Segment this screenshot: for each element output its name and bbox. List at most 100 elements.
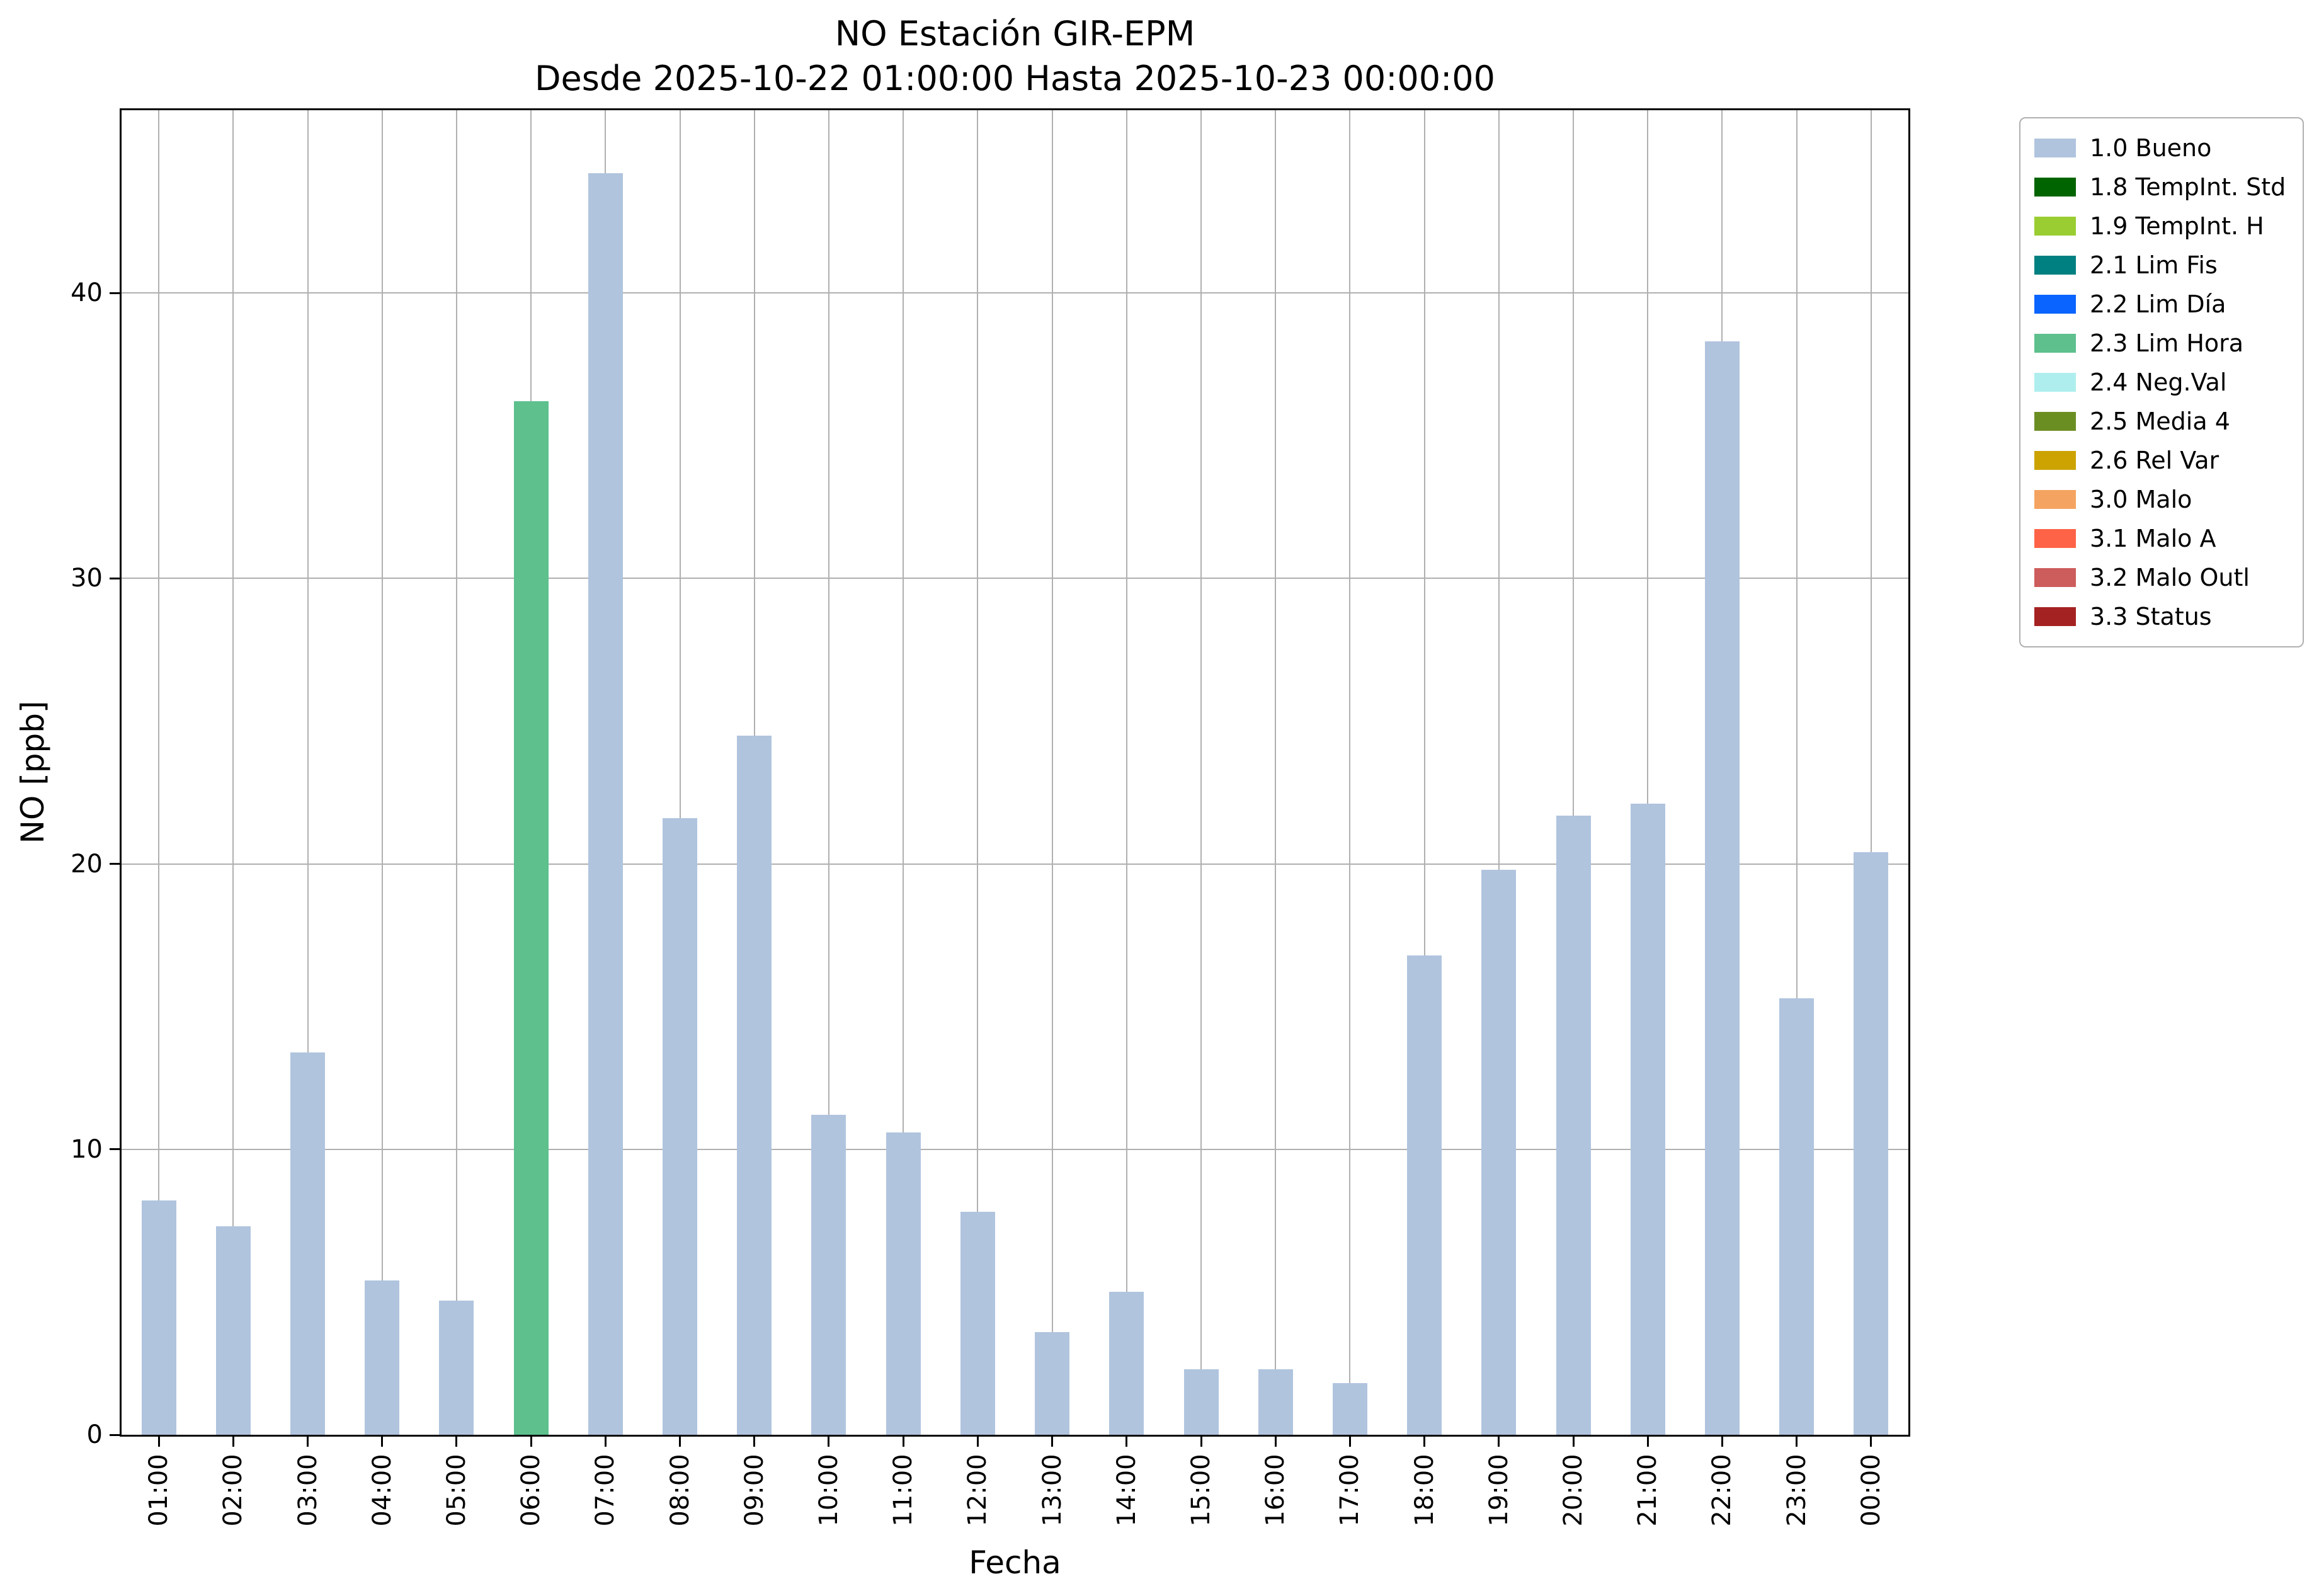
y-tick-label: 30 (71, 564, 103, 593)
x-tick-mark (976, 1437, 979, 1447)
x-tick-mark (604, 1437, 607, 1447)
bar (1407, 955, 1442, 1435)
legend-label: 3.3 Status (2090, 603, 2212, 630)
x-tick-mark (828, 1437, 830, 1447)
x-tick-label: 01:00 (144, 1454, 174, 1527)
x-tick-label: 18:00 (1410, 1454, 1439, 1527)
x-tick-mark (1423, 1437, 1426, 1447)
legend-item: 2.1 Lim Fis (2034, 246, 2289, 285)
legend-swatch (2034, 529, 2076, 548)
x-tick-label: 17:00 (1335, 1454, 1365, 1527)
bar (1481, 869, 1517, 1435)
y-tick-mark (110, 1148, 120, 1151)
legend-item: 3.1 Malo A (2034, 519, 2289, 558)
bar (365, 1280, 400, 1435)
h-gridline (122, 1148, 1908, 1150)
x-tick-label: 03:00 (293, 1454, 322, 1527)
legend: 1.0 Bueno 1.8 TempInt. Std 1.9 TempInt. H 2… (2019, 117, 2304, 647)
legend-label: 2.4 Neg.Val (2090, 368, 2227, 396)
x-tick-mark (1796, 1437, 1798, 1447)
x-tick-label: 23:00 (1782, 1454, 1811, 1527)
y-tick-label: 0 (86, 1420, 103, 1449)
x-tick-mark (1200, 1437, 1202, 1447)
y-axis-label: NO [ppb] (14, 700, 51, 844)
legend-item: 2.6 Rel Var (2034, 441, 2289, 480)
v-gridline (1647, 110, 1649, 1435)
x-tick-label: 14:00 (1112, 1454, 1141, 1527)
v-gridline (828, 110, 829, 1435)
h-gridline (122, 292, 1908, 294)
v-gridline (1423, 110, 1425, 1435)
bar (1630, 804, 1665, 1435)
y-tick-mark (110, 577, 120, 579)
legend-label: 2.6 Rel Var (2090, 447, 2219, 474)
x-tick-mark (157, 1437, 160, 1447)
x-tick-mark (1274, 1437, 1277, 1447)
x-tick-label: 12:00 (963, 1454, 993, 1527)
x-tick-mark (455, 1437, 458, 1447)
legend-swatch (2034, 334, 2076, 353)
legend-item: 2.2 Lim Día (2034, 285, 2289, 324)
v-gridline (1870, 110, 1872, 1435)
legend-label: 2.1 Lim Fis (2090, 251, 2218, 279)
x-tick-label: 05:00 (442, 1454, 471, 1527)
x-tick-mark (1498, 1437, 1500, 1447)
legend-swatch (2034, 373, 2076, 392)
v-gridline (455, 110, 457, 1435)
x-tick-mark (1572, 1437, 1575, 1447)
bar (588, 173, 623, 1435)
legend-swatch (2034, 178, 2076, 197)
y-tick-mark (110, 1434, 120, 1436)
x-tick-label: 16:00 (1261, 1454, 1291, 1527)
legend-item: 2.3 Lim Hora (2034, 324, 2289, 363)
v-gridline (679, 110, 681, 1435)
bar (1556, 815, 1591, 1435)
y-tick-mark (110, 292, 120, 294)
bar (513, 401, 549, 1435)
legend-swatch (2034, 256, 2076, 275)
v-gridline (1573, 110, 1575, 1435)
v-gridline (1051, 110, 1053, 1435)
x-tick-mark (307, 1437, 309, 1447)
x-tick-mark (1348, 1437, 1351, 1447)
legend-item: 3.0 Malo (2034, 480, 2289, 519)
x-tick-mark (381, 1437, 384, 1447)
x-tick-mark (232, 1437, 234, 1447)
x-tick-mark (753, 1437, 756, 1447)
bar (663, 818, 698, 1435)
x-tick-label: 00:00 (1856, 1454, 1886, 1527)
bar (960, 1212, 995, 1435)
x-tick-mark (1870, 1437, 1872, 1447)
bar (1854, 852, 1889, 1435)
v-gridline (1349, 110, 1351, 1435)
legend-label: 1.9 TempInt. H (2090, 212, 2264, 240)
legend-item: 3.2 Malo Outl (2034, 558, 2289, 597)
bar (886, 1132, 921, 1435)
y-tick-mark (110, 863, 120, 865)
x-tick-label: 20:00 (1559, 1454, 1588, 1527)
x-tick-label: 22:00 (1707, 1454, 1737, 1527)
bar (1109, 1292, 1144, 1435)
v-gridline (1125, 110, 1127, 1435)
v-gridline (381, 110, 383, 1435)
bar (141, 1200, 176, 1435)
x-tick-label: 21:00 (1633, 1454, 1663, 1527)
x-tick-label: 19:00 (1484, 1454, 1513, 1527)
legend-swatch (2034, 412, 2076, 431)
bar (1183, 1369, 1219, 1435)
x-tick-mark (902, 1437, 904, 1447)
x-tick-mark (530, 1437, 532, 1447)
chart-subtitle: Desde 2025-10-22 01:00:00 Hasta 2025-10-… (534, 59, 1496, 99)
v-gridline (1796, 110, 1798, 1435)
legend-swatch (2034, 295, 2076, 314)
x-tick-label: 11:00 (889, 1454, 918, 1527)
v-gridline (977, 110, 979, 1435)
bar (1779, 998, 1815, 1435)
bar (811, 1115, 846, 1435)
legend-swatch (2034, 139, 2076, 157)
x-tick-label: 07:00 (591, 1454, 620, 1527)
legend-label: 2.2 Lim Día (2090, 290, 2226, 318)
legend-item: 3.3 Status (2034, 597, 2289, 636)
chart-title: NO Estación GIR-EPM (835, 14, 1195, 54)
